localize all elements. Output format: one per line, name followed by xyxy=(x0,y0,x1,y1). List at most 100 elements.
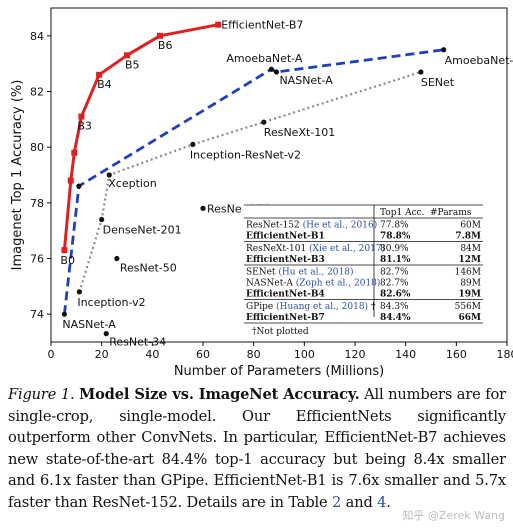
table-cell-params: 556M xyxy=(455,302,481,312)
table-cell-acc: 77.8% xyxy=(380,221,409,231)
table-citation[interactable]: (He et al., 2016) xyxy=(300,220,377,231)
point-label: NASNet-A xyxy=(62,318,116,331)
point-label: Inception-ResNet-v2 xyxy=(190,148,301,161)
caption-and: and xyxy=(341,493,378,511)
table-citation[interactable]: (Hu et al., 2018) xyxy=(276,267,354,278)
table-footnote: †Not plotted xyxy=(252,327,309,337)
table-cell-params: 84M xyxy=(460,244,481,254)
axes: 0 20 40 60 80 100 120 140 160 180 74 76 78 80 82 84 Numb… xyxy=(10,7,513,379)
caption-figure-number: Figure 1. xyxy=(8,386,75,403)
point-label: DenseNet-201 xyxy=(103,224,182,237)
table-cell-model: SENet (Hu et al., 2018) xyxy=(246,267,354,278)
table-cell-model: EfficientNet-B7 xyxy=(246,313,325,323)
point-label: ResNet-34 xyxy=(109,336,166,349)
table-cell-model: NASNet-A (Zoph et al., 2018) xyxy=(246,278,380,289)
point-labels: B0 B3 B4 B5 B6 EfficientNet-B7 NASNet-A AmoebaN… xyxy=(60,19,513,349)
point-label: SENet xyxy=(421,76,455,89)
table-ref-link[interactable]: 4 xyxy=(377,493,387,511)
y-axis-label: Imagenet Top 1 Accuracy (%) xyxy=(10,80,25,271)
series-line-0 xyxy=(62,23,219,251)
data-point xyxy=(78,113,85,120)
x-tick-label: 60 xyxy=(196,348,210,361)
y-tick-label: 82 xyxy=(30,86,44,99)
plot-frame xyxy=(50,7,508,343)
figure-caption: Figure 1. Model Size vs. ImageNet Accura… xyxy=(8,384,506,514)
x-tick-label: 0 xyxy=(48,348,55,361)
y-tick-label: 74 xyxy=(30,308,44,321)
data-point xyxy=(418,69,424,75)
table-cell-params: 12M xyxy=(459,255,482,265)
point-label: B6 xyxy=(158,39,173,52)
x-tick-label: 140 xyxy=(395,348,416,361)
y-tick-label: 76 xyxy=(30,253,44,266)
table-cell-acc: 84.4% xyxy=(380,313,411,323)
data-point xyxy=(76,289,82,295)
y-tick-label: 78 xyxy=(30,197,44,210)
table-header: #Params xyxy=(430,208,472,218)
table-footnote-mark: † xyxy=(368,302,376,312)
y-tick-label: 80 xyxy=(30,141,44,154)
data-point xyxy=(71,149,78,156)
data-point xyxy=(261,119,267,125)
point-label: B5 xyxy=(125,58,140,71)
table-cell-model: ResNeXt-101 (Xie et al., 2017) xyxy=(246,243,385,254)
table-header: Top1 Acc. xyxy=(380,208,425,218)
table-cell-model: EfficientNet-B3 xyxy=(246,255,325,265)
table-cell-acc: 82.7% xyxy=(380,268,409,278)
table-cell-model: EfficientNet-B4 xyxy=(246,290,325,300)
x-tick-label: 180 xyxy=(497,348,513,361)
data-point xyxy=(96,71,103,78)
data-point xyxy=(103,331,109,337)
table-citation[interactable]: (Zoph et al., 2018) xyxy=(293,278,381,289)
point-label: ResNet-50 xyxy=(120,262,177,275)
x-tick-label: 120 xyxy=(345,348,366,361)
data-point xyxy=(61,247,68,254)
table-ref-link[interactable]: 2 xyxy=(332,493,342,511)
x-tick-label: 100 xyxy=(294,348,315,361)
table-cell-acc: 81.1% xyxy=(380,255,411,265)
caption-text: All numbers are for single-crop, single-… xyxy=(8,386,506,511)
table-cell-model: EfficientNet-B1 xyxy=(246,232,325,242)
data-point xyxy=(441,47,447,53)
point-label: AmoebaNet-A xyxy=(226,52,302,65)
point-label: B3 xyxy=(77,120,92,133)
table-cell-params: 89M xyxy=(460,279,481,289)
table-cell-acc: 82.7% xyxy=(380,279,409,289)
point-label: ResNeXt-101 xyxy=(264,126,335,139)
point-label: B4 xyxy=(97,78,112,91)
point-label: AmoebaNet-C xyxy=(445,54,513,67)
x-tick-label: 20 xyxy=(95,348,109,361)
table-cell-acc: 80.9% xyxy=(380,244,409,254)
data-point xyxy=(67,177,74,184)
data-point xyxy=(156,32,163,39)
table-cell-params: 146M xyxy=(455,268,481,278)
data-point xyxy=(190,141,196,147)
data-point xyxy=(273,69,280,75)
data-point xyxy=(200,205,206,211)
x-tick-label: 40 xyxy=(145,348,159,361)
table-cell-acc: 78.8% xyxy=(380,232,411,242)
x-tick-label: 160 xyxy=(446,348,467,361)
point-label: B0 xyxy=(60,254,75,267)
table-cell-params: 19M xyxy=(459,290,482,300)
point-label: Xception xyxy=(108,177,156,190)
watermark: 知乎 @Zerek Wang xyxy=(402,509,505,522)
data-point xyxy=(215,21,222,28)
data-point xyxy=(61,311,68,317)
table-citation[interactable]: (Huang et al., 2018) xyxy=(273,301,368,312)
caption-title: Model Size vs. ImageNet Accuracy. xyxy=(79,386,360,403)
table-cell-params: 60M xyxy=(460,221,481,231)
chart: 0 20 40 60 80 100 120 140 160 180 74 76 78 80 82 84 Numb… xyxy=(10,7,513,379)
table-cell-acc: 82.6% xyxy=(380,290,411,300)
data-point xyxy=(76,183,82,189)
table-background xyxy=(242,205,487,331)
point-label: NASNet-A xyxy=(279,74,333,87)
caption-end: . xyxy=(386,493,391,511)
data-point xyxy=(124,52,130,59)
table-citation[interactable]: (Xie et al., 2017) xyxy=(306,243,385,254)
series-line-2 xyxy=(78,70,422,293)
data-point xyxy=(114,255,120,262)
point-label: Inception-v2 xyxy=(77,296,145,309)
data-point xyxy=(99,216,105,223)
data-point xyxy=(268,66,274,72)
